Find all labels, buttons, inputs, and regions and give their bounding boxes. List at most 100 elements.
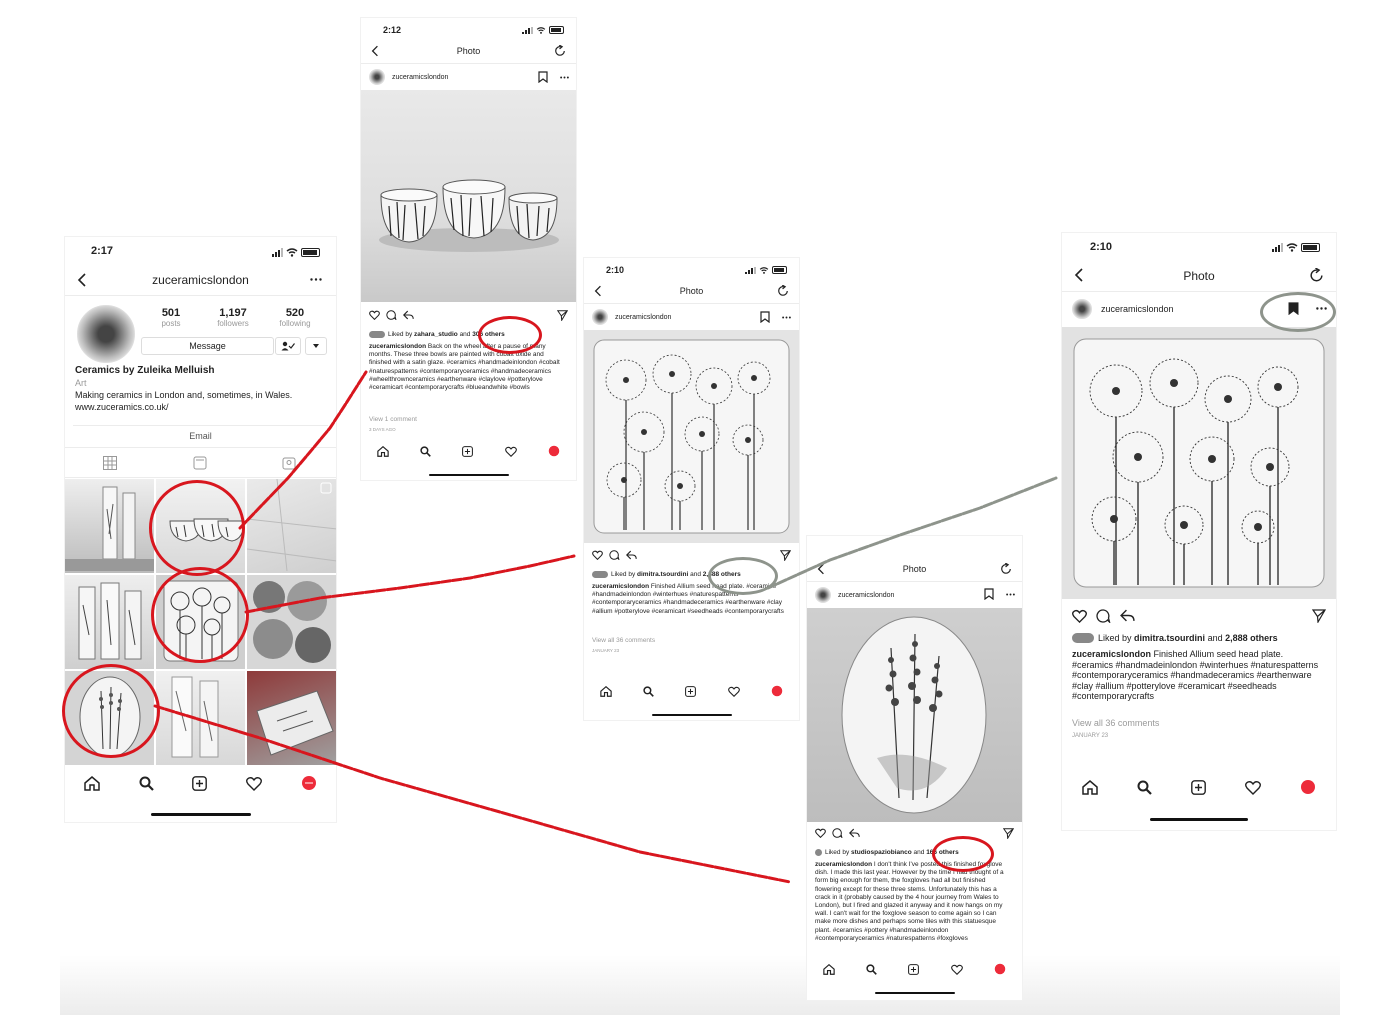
heart-icon[interactable] — [727, 686, 740, 697]
send-icon[interactable] — [780, 550, 791, 561]
liked-by-user[interactable]: dimitra.tsourdini — [1134, 633, 1206, 643]
heart-icon[interactable] — [246, 776, 263, 791]
grid-tile-tall-vases[interactable] — [65, 575, 154, 669]
post-avatar[interactable] — [1072, 299, 1092, 319]
refresh-icon[interactable] — [777, 285, 789, 297]
home-icon[interactable] — [822, 963, 835, 975]
post-avatar[interactable] — [592, 309, 608, 325]
search-icon[interactable] — [139, 776, 154, 791]
more-icon[interactable] — [560, 76, 569, 79]
posts-stat[interactable]: 501 posts — [153, 307, 189, 328]
post-header: zuceramicslondon — [369, 69, 568, 85]
followers-stat[interactable]: 1,197 followers — [211, 307, 255, 328]
add-icon[interactable] — [685, 685, 697, 697]
heart-icon[interactable] — [592, 550, 603, 560]
profile-icon[interactable] — [548, 445, 560, 457]
view-comments-link[interactable]: View all 36 comments — [1072, 718, 1160, 728]
post-photo-bowls[interactable] — [361, 90, 576, 302]
search-icon[interactable] — [420, 445, 431, 457]
bookmark-icon[interactable] — [760, 311, 770, 323]
add-icon[interactable] — [462, 445, 474, 457]
likes-others[interactable]: 2,888 others — [1225, 633, 1278, 643]
post-avatar[interactable] — [369, 69, 385, 85]
post-photo-allium[interactable] — [584, 330, 799, 543]
liked-by-user[interactable]: zahara_studio — [414, 331, 458, 338]
comment-icon[interactable] — [832, 828, 843, 838]
heart-icon[interactable] — [1245, 780, 1262, 795]
profile-icon[interactable] — [1300, 779, 1316, 795]
dropdown-button[interactable] — [305, 337, 327, 355]
comment-icon[interactable] — [1096, 609, 1111, 623]
post-username[interactable]: zuceramicslondon — [1101, 304, 1174, 314]
send-icon[interactable] — [1003, 828, 1014, 839]
post-username[interactable]: zuceramicslondon — [838, 591, 895, 599]
search-icon[interactable] — [643, 685, 654, 697]
back-arrow-icon[interactable] — [817, 563, 825, 575]
share-icon[interactable] — [1120, 609, 1135, 622]
message-button[interactable]: Message — [141, 337, 274, 355]
post-photo-foxglove[interactable] — [807, 608, 1022, 822]
share-icon[interactable] — [403, 310, 414, 320]
liked-by-user[interactable]: studiospaziobianco — [851, 849, 912, 856]
add-icon[interactable] — [192, 775, 208, 791]
caption-username[interactable]: zuceramicslondon — [592, 583, 650, 590]
heart-icon[interactable] — [815, 828, 826, 838]
comment-icon[interactable] — [609, 550, 620, 560]
caption-username[interactable]: zuceramicslondon — [815, 861, 873, 868]
heart-icon[interactable] — [950, 964, 963, 975]
view-comments-link[interactable]: View all 36 comments — [592, 637, 656, 644]
search-icon[interactable] — [866, 963, 877, 975]
more-icon[interactable] — [1006, 593, 1015, 596]
grid-tile-vases[interactable] — [65, 479, 154, 573]
profile-website-link[interactable]: www.zuceramics.co.uk/ — [75, 402, 169, 412]
home-icon[interactable] — [1081, 779, 1098, 795]
profile-icon[interactable] — [301, 775, 317, 791]
following-stat[interactable]: 520 following — [273, 307, 317, 328]
post-username[interactable]: zuceramicslondon — [392, 73, 449, 81]
refresh-icon[interactable] — [1000, 563, 1012, 575]
liked-by-user[interactable]: dimitra.tsourdini — [637, 571, 689, 578]
heart-icon[interactable] — [1072, 609, 1087, 623]
add-icon[interactable] — [908, 963, 920, 975]
profile-icon[interactable] — [771, 685, 783, 697]
home-icon[interactable] — [84, 775, 101, 791]
heart-icon[interactable] — [504, 446, 517, 457]
grid-tile-floor[interactable] — [247, 479, 336, 573]
refresh-icon[interactable] — [554, 45, 566, 57]
back-arrow-icon[interactable] — [1074, 268, 1084, 282]
heart-icon[interactable] — [369, 310, 380, 320]
refresh-icon[interactable] — [1309, 268, 1324, 283]
back-arrow-icon[interactable] — [77, 273, 87, 287]
send-icon[interactable] — [1312, 609, 1326, 623]
home-icon[interactable] — [376, 445, 389, 457]
tagged-icon[interactable] — [282, 456, 296, 470]
back-arrow-icon[interactable] — [371, 45, 379, 57]
bookmark-icon[interactable] — [984, 588, 994, 600]
following-toggle-button[interactable] — [275, 337, 301, 355]
caption-username[interactable]: zuceramicslondon — [1072, 649, 1152, 659]
back-arrow-icon[interactable] — [594, 285, 602, 297]
view-comments-link[interactable]: View 1 comment — [369, 416, 417, 423]
more-icon[interactable] — [782, 316, 791, 319]
post-photo-allium-large[interactable] — [1062, 327, 1336, 599]
grid-icon[interactable] — [103, 456, 117, 470]
bookmark-icon[interactable] — [538, 71, 548, 83]
bottom-nav — [65, 775, 336, 791]
signal-icon — [1272, 243, 1283, 252]
add-icon[interactable] — [1191, 779, 1206, 795]
igtv-icon[interactable] — [193, 456, 207, 470]
more-icon[interactable] — [310, 278, 322, 281]
profile-avatar[interactable] — [77, 305, 135, 363]
home-icon[interactable] — [599, 685, 612, 697]
search-icon[interactable] — [1137, 780, 1152, 795]
share-icon[interactable] — [849, 828, 860, 838]
share-icon[interactable] — [626, 550, 637, 560]
caption-username[interactable]: zuceramicslondon — [369, 343, 427, 350]
email-button[interactable]: Email — [189, 431, 212, 441]
header-divider — [1062, 291, 1336, 292]
comment-icon[interactable] — [386, 310, 397, 320]
post-avatar[interactable] — [815, 587, 831, 603]
send-icon[interactable] — [557, 310, 568, 321]
post-username[interactable]: zuceramicslondon — [615, 313, 672, 321]
profile-icon[interactable] — [994, 963, 1006, 975]
